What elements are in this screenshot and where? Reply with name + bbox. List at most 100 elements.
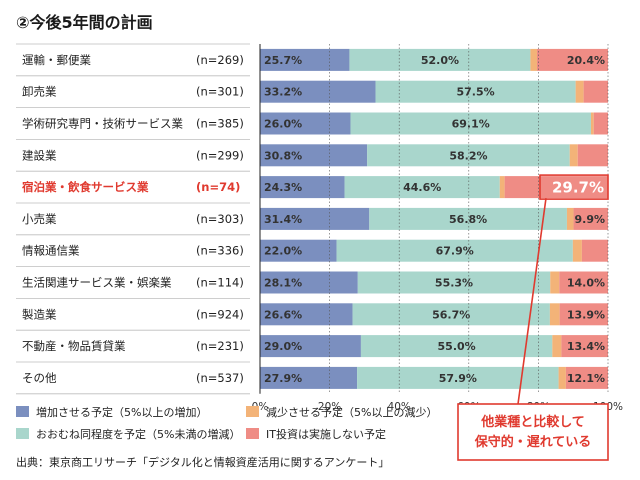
bar-segment [590, 112, 594, 135]
bar-segment [575, 80, 584, 103]
bar-segment [350, 112, 591, 135]
bar-segment [260, 303, 353, 326]
data-label: 31.4% [264, 213, 302, 226]
bar-segment [357, 366, 559, 389]
bar-segment [260, 112, 351, 135]
category-count: (n=303) [196, 212, 244, 226]
category-count: (n=114) [196, 276, 244, 290]
data-label: 55.0% [438, 340, 476, 353]
bar-segment [260, 176, 345, 199]
bar-segment [260, 366, 358, 389]
data-label: 26.0% [264, 118, 302, 131]
legend-label: 減少させる予定（5%以上の減少） [266, 405, 437, 419]
category-label: 学術研究専門・技術サービス業 [22, 117, 183, 131]
bar-segment [504, 176, 608, 199]
data-label: 58.2% [449, 149, 487, 162]
bar-segment [357, 271, 551, 294]
legend-swatch [16, 406, 29, 417]
data-label: 27.9% [264, 372, 302, 385]
category-count: (n=269) [196, 53, 244, 67]
bar-segment [559, 303, 608, 326]
bar-segment [499, 176, 505, 199]
bar-segment [260, 239, 337, 262]
data-label: 30.8% [264, 149, 302, 162]
bar-segment [260, 271, 358, 294]
bar-segment [360, 335, 553, 358]
category-label: 不動産・物品賃貸業 [22, 339, 126, 353]
category-label: 小売業 [22, 212, 57, 226]
data-label: 25.7% [264, 54, 302, 67]
bar-segment [349, 48, 531, 71]
data-label: 28.1% [264, 277, 302, 290]
data-label: 14.0% [567, 277, 605, 290]
x-tick-label: 40% [388, 401, 411, 413]
data-label: 57.9% [439, 372, 477, 385]
data-label: 29.0% [264, 340, 302, 353]
data-label: 69.1% [452, 118, 490, 131]
bar-segment [344, 176, 500, 199]
category-label: その他 [22, 371, 57, 385]
data-label-highlight: 29.7% [552, 179, 604, 197]
data-label: 56.7% [432, 308, 470, 321]
bar-segment [593, 112, 608, 135]
data-label: 55.3% [435, 277, 473, 290]
bar-segment [558, 366, 566, 389]
bar-segment [260, 48, 350, 71]
category-label: 卸売業 [22, 85, 57, 99]
category-label: 宿泊業・飲食サービス業 [22, 180, 149, 194]
bar-segment [581, 239, 608, 262]
data-label: 56.8% [449, 213, 487, 226]
bar-segment [569, 144, 578, 167]
bar-segment [549, 303, 560, 326]
legend-swatch [16, 428, 29, 439]
legend-label: おおむね同程度を予定（5%未満の増減） [36, 427, 240, 441]
bar-segment [550, 271, 560, 294]
category-label: 生活関連サービス業・娯楽業 [22, 276, 172, 290]
bar-segment [561, 335, 608, 358]
bar-segment [537, 48, 608, 71]
category-count: (n=336) [196, 244, 244, 258]
callout-box [457, 403, 609, 461]
category-label: 建設業 [22, 148, 57, 162]
highlight-frame [539, 174, 609, 200]
bar-segment [559, 271, 608, 294]
callout-text: 他業種と比較して [480, 414, 585, 430]
data-label: 33.2% [264, 86, 302, 99]
legend-swatch [246, 428, 259, 439]
data-label: 52.0% [421, 54, 459, 67]
bar-segment [260, 80, 376, 103]
category-count: (n=74) [196, 180, 240, 194]
data-label: 13.4% [567, 340, 605, 353]
bar-segment [573, 207, 608, 230]
bar-segment [260, 144, 368, 167]
category-count: (n=385) [196, 117, 244, 131]
data-label: 12.1% [567, 372, 605, 385]
category-count: (n=537) [196, 371, 244, 385]
category-count: (n=924) [196, 307, 244, 321]
data-label: 24.3% [264, 181, 302, 194]
bar-segment [260, 335, 361, 358]
callout-text: 保守的・遅れている [474, 434, 592, 450]
bar-segment [530, 48, 538, 71]
legend-label: 増加させる予定（5%以上の増加） [36, 405, 207, 419]
bar-segment [260, 207, 370, 230]
chart-title: ②今後5年間の計画 [16, 13, 153, 32]
bar-segment [352, 303, 550, 326]
bar-segment [583, 80, 608, 103]
category-label: 製造業 [22, 307, 57, 321]
data-label: 13.9% [567, 308, 605, 321]
bar-segment [565, 366, 608, 389]
category-count: (n=299) [196, 148, 244, 162]
bar-segment [375, 80, 576, 103]
bar-segment [572, 239, 582, 262]
legend-swatch [246, 406, 259, 417]
data-label: 57.5% [457, 86, 495, 99]
bar-segment [336, 239, 573, 262]
source-note: 出典：東京商工リサーチ「デジタル化と情報資産活用に関するアンケート」 [16, 455, 389, 469]
data-label: 26.6% [264, 308, 302, 321]
bar-segment [367, 144, 570, 167]
callout-connector [517, 197, 547, 405]
data-label: 20.4% [567, 54, 605, 67]
data-label: 67.9% [436, 245, 474, 258]
